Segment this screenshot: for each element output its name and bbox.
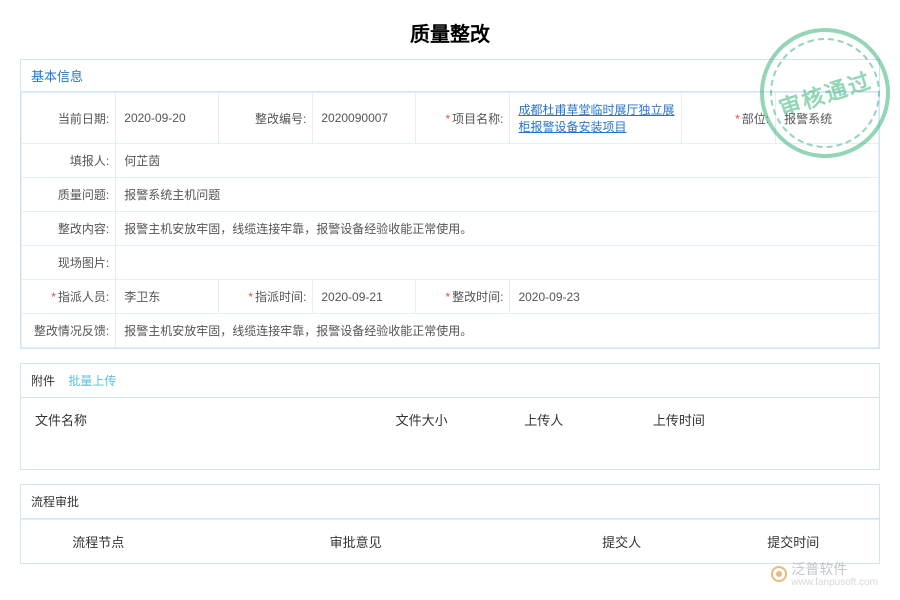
label-assign-time: *指派时间: — [219, 280, 313, 314]
table-row: *指派人员: 李卫东 *指派时间: 2020-09-21 *整改时间: 2020… — [22, 280, 879, 314]
table-row: 质量问题: 报警系统主机问题 — [22, 178, 879, 212]
table-row: 流程节点 审批意见 提交人 提交时间 — [21, 520, 879, 564]
table-row: 填报人: 何芷茵 — [22, 144, 879, 178]
col-opinion: 审批意见 — [175, 520, 535, 564]
value-position: 报警系统 — [776, 93, 879, 144]
label-reporter: 填报人: — [22, 144, 116, 178]
label-rect-no: 整改编号: — [219, 93, 313, 144]
value-assignee: 李卫东 — [116, 280, 219, 314]
table-row: 文件名称 文件大小 上传人 上传时间 — [21, 398, 879, 441]
col-submit-time: 提交时间 — [707, 520, 879, 564]
batch-upload-button[interactable]: 批量上传 — [68, 374, 116, 388]
project-link[interactable]: 成都杜甫草堂临时展厅独立展柜报警设备安装项目 — [518, 103, 674, 134]
attachments-table: 文件名称 文件大小 上传人 上传时间 — [21, 398, 879, 441]
label-feedback: 整改情况反馈: — [22, 314, 116, 348]
attachments-label: 附件 — [31, 374, 55, 388]
attachments-panel: 附件 批量上传 文件名称 文件大小 上传人 上传时间 — [20, 363, 880, 470]
col-submitter: 提交人 — [536, 520, 708, 564]
label-assignee: *指派人员: — [22, 280, 116, 314]
approval-panel: 流程审批 流程节点 审批意见 提交人 提交时间 — [20, 484, 880, 564]
basic-info-header: 基本信息 — [21, 60, 879, 92]
col-node: 流程节点 — [21, 520, 175, 564]
approval-header: 流程审批 — [21, 485, 879, 519]
page-title: 质量整改 — [0, 0, 900, 59]
value-current-date: 2020-09-20 — [116, 93, 219, 144]
col-filename: 文件名称 — [21, 398, 381, 441]
table-row: 整改情况反馈: 报警主机安放牢固，线缆连接牢靠，报警设备经验收能正常使用。 — [22, 314, 879, 348]
label-rect-content: 整改内容: — [22, 212, 116, 246]
value-rect-content: 报警主机安放牢固，线缆连接牢靠，报警设备经验收能正常使用。 — [116, 212, 879, 246]
label-current-date: 当前日期: — [22, 93, 116, 144]
label-site-photo: 现场图片: — [22, 246, 116, 280]
watermark: 泛普软件 www.fanpusoft.com — [771, 559, 878, 588]
value-project-name: 成都杜甫草堂临时展厅独立展柜报警设备安装项目 — [510, 93, 681, 144]
approval-table: 流程节点 审批意见 提交人 提交时间 — [21, 519, 879, 563]
watermark-url: www.fanpusoft.com — [791, 577, 878, 588]
col-upload-time: 上传时间 — [638, 398, 878, 441]
value-rect-time: 2020-09-23 — [510, 280, 879, 314]
value-assign-time: 2020-09-21 — [313, 280, 416, 314]
table-row: 当前日期: 2020-09-20 整改编号: 2020090007 *项目名称:… — [22, 93, 879, 144]
value-reporter: 何芷茵 — [116, 144, 879, 178]
value-feedback: 报警主机安放牢固，线缆连接牢靠，报警设备经验收能正常使用。 — [116, 314, 879, 348]
basic-info-table: 当前日期: 2020-09-20 整改编号: 2020090007 *项目名称:… — [21, 92, 879, 348]
value-quality-issue: 报警系统主机问题 — [116, 178, 879, 212]
table-row: 整改内容: 报警主机安放牢固，线缆连接牢靠，报警设备经验收能正常使用。 — [22, 212, 879, 246]
basic-info-panel: 基本信息 当前日期: 2020-09-20 整改编号: 2020090007 *… — [20, 59, 880, 349]
label-position: *部位: — [681, 93, 775, 144]
table-row: 现场图片: — [22, 246, 879, 280]
value-rect-no: 2020090007 — [313, 93, 416, 144]
watermark-logo-icon — [771, 566, 787, 582]
watermark-brand: 泛普软件 — [791, 561, 847, 577]
label-quality-issue: 质量问题: — [22, 178, 116, 212]
label-project-name: *项目名称: — [416, 93, 510, 144]
attachments-header: 附件 批量上传 — [21, 364, 879, 398]
col-filesize: 文件大小 — [381, 398, 510, 441]
value-site-photo — [116, 246, 879, 280]
col-uploader: 上传人 — [510, 398, 639, 441]
label-rect-time: *整改时间: — [416, 280, 510, 314]
